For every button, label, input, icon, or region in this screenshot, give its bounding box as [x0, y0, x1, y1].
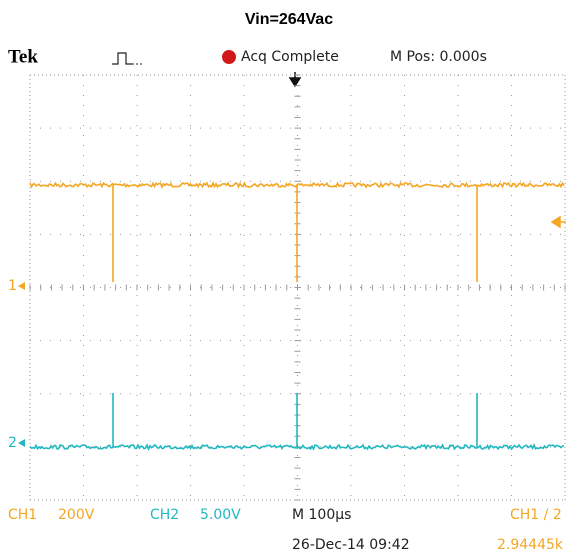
trigger-position-arrow [288, 72, 302, 88]
timebase: M 100µs [292, 507, 351, 523]
ch2-marker: 2 [8, 435, 17, 451]
position: M Pos: 0.000s [390, 49, 487, 65]
ch1-scale: 200V [58, 507, 95, 523]
status-dot [222, 50, 236, 64]
ch1-marker: 1 [8, 278, 17, 294]
ch1-label: CH1 [8, 507, 37, 523]
graticule [29, 74, 566, 501]
datetime: 26-Dec-14 09:42 [292, 537, 410, 553]
trigger-level-arrow [550, 215, 566, 229]
ch2-trace [29, 442, 564, 452]
ch2-marker-arrow [18, 439, 25, 447]
brand: Tek [8, 46, 38, 67]
ch1-marker-arrow [18, 282, 25, 290]
status: Acq Complete [241, 49, 339, 65]
title: Vin=264Vac [245, 11, 333, 28]
ch1-trace [29, 181, 565, 189]
trigger-setting: CH1 / 2 [510, 507, 562, 523]
ch2-scale: 5.00V [200, 507, 241, 523]
frequency: 2.94445k [497, 537, 564, 553]
traces [29, 181, 565, 452]
trigger-icon [112, 52, 132, 65]
ch2-label: CH2 [150, 507, 179, 523]
